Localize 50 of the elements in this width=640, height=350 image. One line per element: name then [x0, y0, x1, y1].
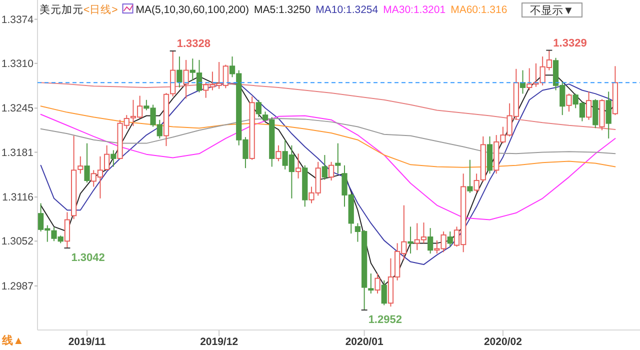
candlestick	[64, 212, 70, 249]
annotation: 不显示▼	[530, 5, 574, 17]
legend-title: MA(5,10,30,60,100,200)	[136, 4, 250, 16]
candlestick	[84, 142, 90, 184]
annotation: 1.3328	[176, 38, 211, 50]
candlestick	[374, 273, 380, 294]
x-tick-label: 2020/02	[484, 336, 522, 348]
candlestick	[110, 150, 116, 168]
line-series	[40, 106, 616, 168]
candlestick	[428, 228, 434, 254]
candlestick	[447, 230, 453, 248]
candlestick	[322, 154, 328, 180]
y-tick-label: 1.3116	[2, 192, 34, 204]
candlestick	[606, 91, 612, 139]
y-tick-label: 1.3052	[1, 236, 34, 248]
candlestick	[183, 59, 189, 100]
text: MA10:1.3254	[316, 4, 378, 16]
candlestick	[520, 70, 526, 94]
candlestick	[586, 91, 592, 120]
text: 线▲	[1, 334, 24, 347]
candlestick	[566, 93, 572, 112]
candlestick	[467, 159, 473, 194]
annotation: 1.3329	[553, 37, 587, 50]
x-tick-label: 2019/12	[200, 336, 238, 348]
y-tick-label: 1.3181	[1, 146, 34, 159]
x-tick-label: 2019/11	[68, 336, 106, 348]
candlestick	[176, 56, 182, 88]
chart-title: 美元加元	[40, 3, 84, 16]
candlestick	[256, 99, 262, 118]
line-series	[40, 114, 616, 220]
y-tick-label: 1.2987	[1, 280, 34, 292]
candlestick	[295, 153, 302, 179]
chart-subtitle: <日线>	[84, 3, 118, 16]
text: MA5:1.3250	[254, 4, 311, 16]
line-series	[40, 118, 616, 154]
candlestick	[276, 144, 282, 162]
candlestick	[408, 226, 414, 254]
y-tick-label: 1.3245	[1, 102, 34, 115]
candlestick	[335, 142, 341, 174]
candlestick	[170, 50, 176, 97]
annotation: 1.3042	[71, 252, 105, 264]
candlestick	[368, 273, 374, 294]
x-tick-label: 2020/01	[345, 336, 384, 348]
y-tick-label: 1.3310	[1, 58, 34, 70]
candlestick	[328, 161, 334, 181]
text: MA30:1.3201	[383, 4, 446, 16]
text: MA60:1.316	[450, 4, 508, 16]
annotation: 1.2952	[368, 314, 402, 326]
candlestick	[381, 280, 387, 306]
y-tick-label: 1.3374	[1, 14, 34, 26]
